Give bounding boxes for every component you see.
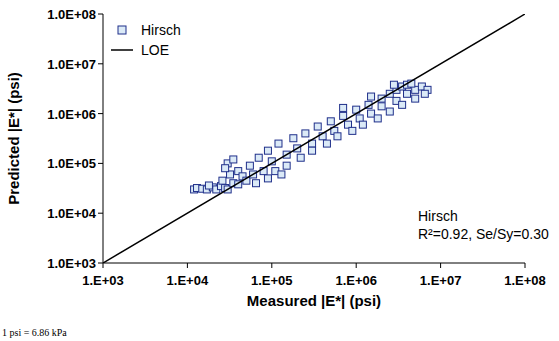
point [368,93,375,100]
footnote: 1 psi = 6.86 kPa [2,327,67,338]
y-tick-label: 1.0E+06 [47,107,96,122]
point [219,177,226,184]
point [230,156,237,163]
point [302,130,309,137]
y-tick-label: 1.0E+03 [47,256,96,271]
y-tick-label: 1.0E+08 [47,7,96,22]
y-tick [98,14,103,15]
point [264,147,271,154]
point [378,103,385,110]
legend-label: Hirsch [141,22,181,38]
y-tick-label: 1.0E+05 [47,156,96,171]
x-tick-label: 1.E+04 [167,273,209,288]
y-tick [98,213,103,214]
point [255,154,262,161]
legend-label: LOE [141,42,169,58]
point [297,154,304,161]
chart: 1.E+03 1.E+04 1.E+05 1.E+06 1.E+07 1.E+08 1.0E… [0,0,559,341]
x-tick-label: 1.E+03 [82,273,124,288]
legend-swatch [111,49,133,51]
background [0,0,559,341]
point [374,115,381,122]
x-tick [103,263,104,268]
x-tick-label: 1.E+08 [504,273,546,288]
annotation: Hirsch [418,208,458,224]
x-axis-title: Measured |E*| (psi) [247,292,381,309]
y-tick-label: 1.0E+04 [47,206,97,221]
x-tick [440,263,441,268]
point [222,165,229,172]
legend-swatch [118,26,126,34]
point [368,110,375,117]
point [309,147,316,154]
y-axis [103,14,104,263]
y-tick [98,63,103,64]
point [205,182,212,189]
point [290,135,297,142]
point [334,133,341,140]
x-tick-label: 1.E+06 [335,273,377,288]
point [390,81,397,88]
x-axis [103,263,525,264]
point [275,140,282,147]
x-tick [271,263,272,268]
y-tick-label: 1.0E+07 [47,57,96,72]
point [386,108,393,115]
x-tick [356,263,357,268]
y-tick [98,163,103,164]
point [246,162,253,169]
point [314,123,321,130]
point [283,162,290,169]
point [412,95,419,102]
point [349,127,356,134]
point [323,140,330,147]
point [399,101,406,108]
y-axis-title: Predicted |E*| (psi) [5,72,22,205]
point [359,121,366,128]
x-tick-label: 1.E+07 [420,273,462,288]
point [278,171,285,178]
point [421,90,428,97]
point [340,104,347,111]
x-tick [525,263,526,268]
y-tick [98,263,103,264]
point [264,175,271,182]
annotation: R²=0.92, Se/Sy=0.30 [418,226,549,242]
y-tick [98,113,103,114]
point [404,90,411,97]
x-tick [187,263,188,268]
point [253,180,260,187]
x-tick-label: 1.E+05 [251,273,293,288]
legend: Hirsch LOE [111,22,181,58]
point [340,112,347,119]
point [327,118,334,125]
